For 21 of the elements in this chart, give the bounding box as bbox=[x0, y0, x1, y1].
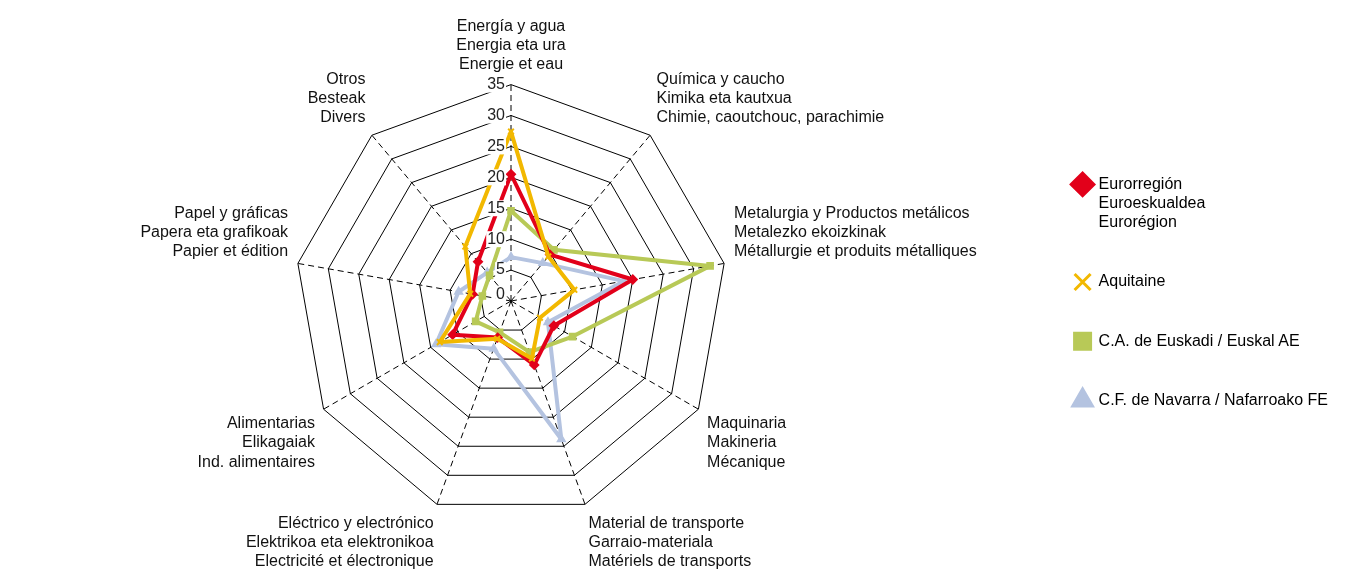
y-tick-label: 0 bbox=[496, 285, 506, 303]
legend-label: C.A. de Euskadi / Euskal AE bbox=[1098, 331, 1300, 349]
legend-label: C.F. de Navarra / Nafarroako FE bbox=[1098, 390, 1329, 408]
spoke-label: Papel y gráficas Papera eta grafikoak Papier et édition bbox=[140, 204, 290, 260]
spoke-label: Maquinaria Makineria Mécanique bbox=[707, 414, 787, 470]
spoke-label: Eléctrico y electrónico Elektrikoa eta elektronikoa Electricité et électronique bbox=[245, 513, 434, 570]
y-tick-label: 30 bbox=[487, 105, 506, 123]
spoke-label: Metalurgia y Productos metálicos Metalezko ekoizkinak Métallurgie et produits métalliques bbox=[733, 204, 977, 260]
legend-label: Eurorregión Euroeskualdea Eurorégion bbox=[1098, 174, 1206, 231]
spoke-label: Energía y agua Energia eta ura Energie et eau bbox=[456, 17, 566, 73]
y-tick-label: 20 bbox=[487, 167, 506, 185]
spoke-label: Material de transporte Garraio-materiala Matériels de transports bbox=[588, 513, 752, 570]
y-tick-label: 5 bbox=[496, 260, 506, 278]
y-tick-label: 35 bbox=[487, 75, 506, 93]
spoke-label: Alimentarias Elikagaiak Ind. alimentaires bbox=[197, 414, 316, 470]
y-tick-label: 10 bbox=[487, 229, 506, 247]
spoke-label: Química y caucho Kimika eta kautxua Chimie, caoutchouc, parachimie bbox=[656, 69, 885, 126]
legend-label: Aquitaine bbox=[1098, 272, 1166, 290]
spoke-label: Otros Besteak Divers bbox=[307, 69, 367, 126]
y-tick-label: 15 bbox=[487, 198, 506, 216]
y-tick-label: 25 bbox=[487, 136, 506, 154]
